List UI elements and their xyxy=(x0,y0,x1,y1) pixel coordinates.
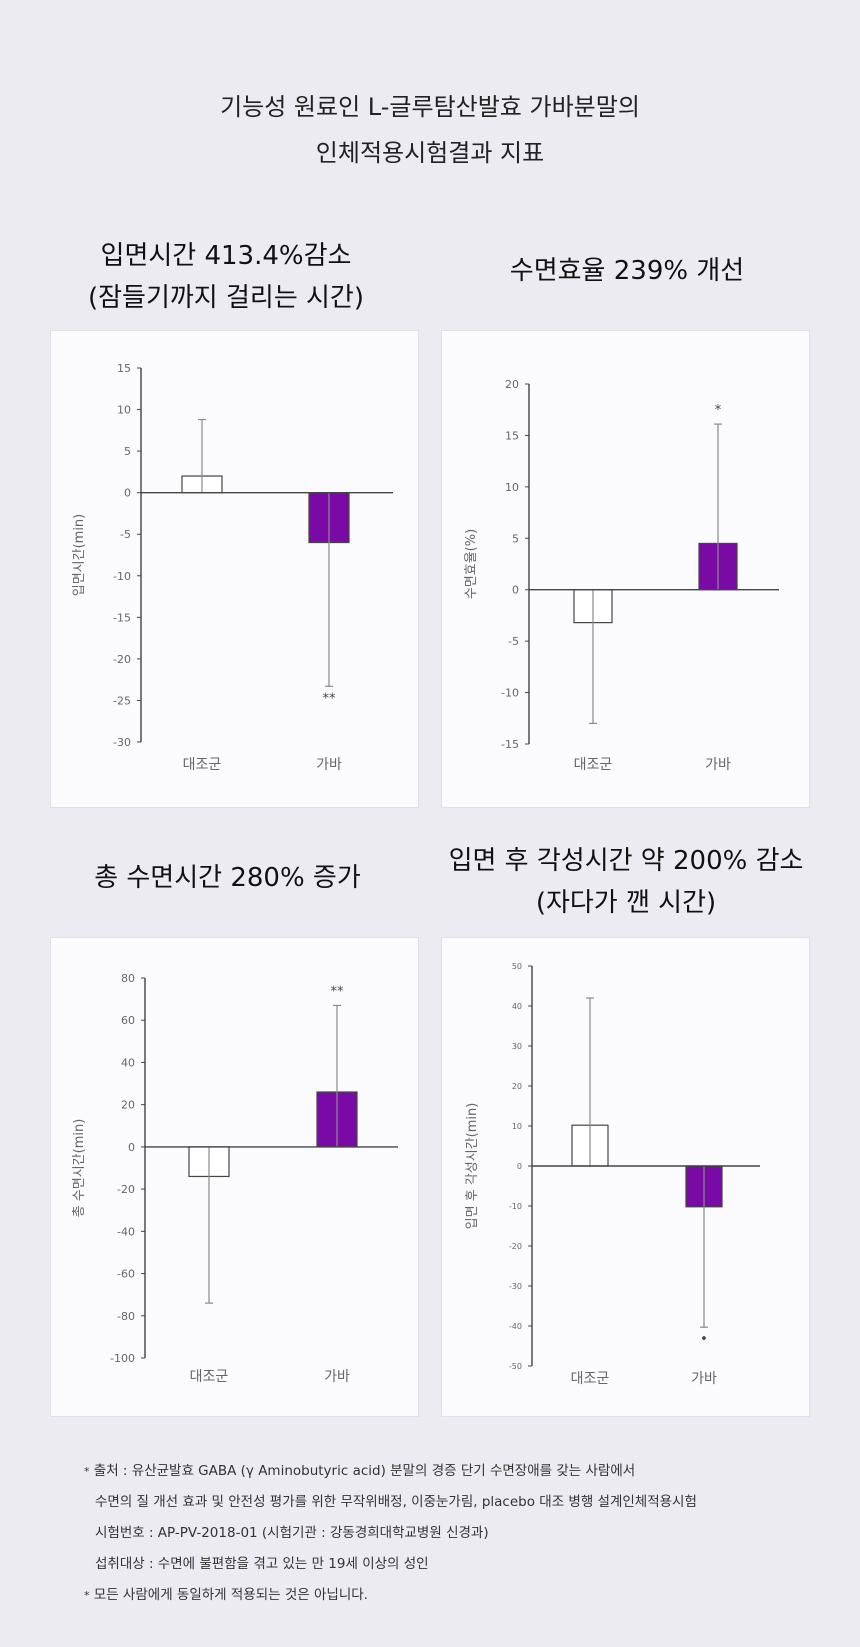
y-tick-label: -5 xyxy=(120,528,131,541)
x-category-label: 대조군 xyxy=(571,1371,610,1387)
significance-marker: ** xyxy=(331,984,345,999)
y-tick-label: 5 xyxy=(512,532,519,545)
y-tick-label: 80 xyxy=(121,972,135,985)
page-title: 기능성 원료인 L-글루탐산발효 가바분말의 인체적용시험결과 지표 xyxy=(0,84,860,176)
footnote-line3: 시험번호 : AP-PV-2018-01 (시험기관 : 강동경희대학교병원 신… xyxy=(95,1525,489,1541)
y-tick-label: -5 xyxy=(508,635,519,648)
y-tick-label: -15 xyxy=(113,611,131,624)
y-axis-label: 수면효율(%) xyxy=(464,529,479,599)
chart-title-line2: (잠들기까지 걸리는 시간) xyxy=(87,283,365,313)
chart-panel-wake-after-sleep: 50 40 30 20 10 0 -10 -20 -30 -40 -50 입면 후 각성시간(min)… xyxy=(441,937,810,1417)
page-title-line2: 인체적용시험결과 지표 xyxy=(315,139,545,167)
y-tick-label: 40 xyxy=(121,1056,135,1069)
y-tick-label: 0 xyxy=(512,584,519,597)
y-tick-label: -15 xyxy=(501,738,519,751)
y-axis-label: 총 수면시간(min) xyxy=(72,1119,87,1218)
footnote-line5: * 모든 사람에게 동일하게 적용되는 것은 아닙니다. xyxy=(84,1580,697,1611)
x-category-label: 가바 xyxy=(324,1369,350,1385)
y-tick-label: -30 xyxy=(509,1282,522,1291)
y-tick-label: 5 xyxy=(124,445,131,458)
x-category-label: 대조군 xyxy=(190,1369,229,1385)
footnote: * 출처 : 유산균발효 GABA (γ Aminobutyric acid) … xyxy=(84,1456,697,1611)
chart-title-wake-after-sleep: 입면 후 각성시간 약 200% 감소 (자다가 깬 시간) xyxy=(441,840,811,924)
footnote-text1: 출처 : 유산균발효 GABA (γ Aminobutyric acid) 분말… xyxy=(93,1463,636,1479)
y-tick-label: -25 xyxy=(113,694,131,707)
y-axis-label: 입면 후 각성시간(min) xyxy=(465,1103,480,1230)
chart-panel-sleep-efficiency: 20 15 10 5 0 -5 -10 -15 수면효율(%) 대조군 * 가바 xyxy=(441,330,810,808)
y-tick-label: 40 xyxy=(512,1002,522,1011)
chart-title-line1: 수면효율 239% 개선 xyxy=(509,256,745,286)
y-tick-label: -20 xyxy=(113,653,131,666)
chart-panel-total-sleep: 80 60 40 20 0 -20 -40 -60 -80 -100 총 수면시간(min) 대조군 *… xyxy=(50,937,419,1417)
y-tick-label: 10 xyxy=(505,481,519,494)
y-tick-label: 20 xyxy=(505,378,519,391)
y-tick-label: 60 xyxy=(121,1014,135,1027)
footnote-line1: * 출처 : 유산균발효 GABA (γ Aminobutyric acid) … xyxy=(84,1456,697,1487)
y-tick-label: -50 xyxy=(509,1362,522,1371)
y-tick-label: 50 xyxy=(512,962,522,971)
chart-sleep-efficiency: 20 15 10 5 0 -5 -10 -15 수면효율(%) 대조군 * 가바 xyxy=(464,378,779,773)
y-tick-label: -60 xyxy=(117,1268,135,1281)
y-tick-label: 15 xyxy=(505,429,519,442)
y-tick-label: 0 xyxy=(128,1141,135,1154)
y-tick-label: 15 xyxy=(117,362,131,375)
chart-wake-after-sleep: 50 40 30 20 10 0 -10 -20 -30 -40 -50 입면 후 각성시간(min)… xyxy=(465,962,760,1387)
page-title-line1: 기능성 원료인 L-글루탐산발효 가바분말의 xyxy=(220,93,640,121)
footnote-line2: 수면의 질 개선 효과 및 안전성 평가를 위한 무작위배정, 이중눈가림, p… xyxy=(95,1494,697,1510)
chart-total-sleep: 80 60 40 20 0 -20 -40 -60 -80 -100 총 수면시간(min) 대조군 *… xyxy=(72,972,398,1385)
y-tick-label: 20 xyxy=(512,1082,522,1091)
y-tick-label: -40 xyxy=(117,1225,135,1238)
y-tick-label: 10 xyxy=(117,404,131,417)
y-tick-label: -80 xyxy=(117,1310,135,1323)
x-category-label: 가바 xyxy=(705,757,731,773)
chart-title-line1: 총 수면시간 280% 증가 xyxy=(94,863,361,893)
chart-title-total-sleep: 총 수면시간 280% 증가 xyxy=(50,857,405,899)
x-category-label: 가바 xyxy=(316,757,342,773)
chart-panel-sleep-latency: 15 10 5 0 -5 -10 -15 -20 -25 -30 입면시간(min) 대조군 ** 가바 xyxy=(50,330,419,808)
chart-sleep-latency: 15 10 5 0 -5 -10 -15 -20 -25 -30 입면시간(min) 대조군 ** 가바 xyxy=(72,362,393,773)
y-tick-label: 0 xyxy=(517,1162,522,1171)
y-tick-label: -40 xyxy=(509,1322,522,1331)
chart-title-sleep-efficiency: 수면효율 239% 개선 xyxy=(442,250,812,292)
y-tick-label: -30 xyxy=(113,736,131,749)
chart-title-sleep-latency: 입면시간 413.4%감소 (잠들기까지 걸리는 시간) xyxy=(50,235,402,319)
y-tick-label: -20 xyxy=(509,1242,522,1251)
chart-title-line2: (자다가 깬 시간) xyxy=(535,888,717,918)
y-tick-label: 0 xyxy=(124,487,131,500)
y-tick-label: -10 xyxy=(501,687,519,700)
x-category-label: 대조군 xyxy=(183,757,222,773)
y-tick-label: -20 xyxy=(117,1183,135,1196)
y-tick-label: 30 xyxy=(512,1042,522,1051)
y-tick-label: 20 xyxy=(121,1099,135,1112)
footnote-mark: * xyxy=(84,1465,90,1478)
y-tick-label: -100 xyxy=(110,1352,135,1365)
footnote-text5: 모든 사람에게 동일하게 적용되는 것은 아닙니다. xyxy=(93,1587,368,1603)
significance-marker: • xyxy=(700,1332,708,1347)
y-tick-label: 10 xyxy=(512,1122,522,1131)
significance-marker: * xyxy=(715,403,722,418)
x-category-label: 대조군 xyxy=(574,757,613,773)
y-tick-label: -10 xyxy=(113,570,131,583)
x-category-label: 가바 xyxy=(691,1371,717,1387)
chart-title-line1: 입면시간 413.4%감소 xyxy=(100,241,352,271)
footnote-line4: 섭취대상 : 수면에 불편함을 겪고 있는 만 19세 이상의 성인 xyxy=(95,1556,429,1572)
y-tick-label: -10 xyxy=(509,1202,522,1211)
chart-title-line1: 입면 후 각성시간 약 200% 감소 xyxy=(448,846,804,876)
y-axis-label: 입면시간(min) xyxy=(72,514,87,597)
significance-marker: ** xyxy=(323,691,337,706)
footnote-mark: * xyxy=(84,1589,90,1602)
